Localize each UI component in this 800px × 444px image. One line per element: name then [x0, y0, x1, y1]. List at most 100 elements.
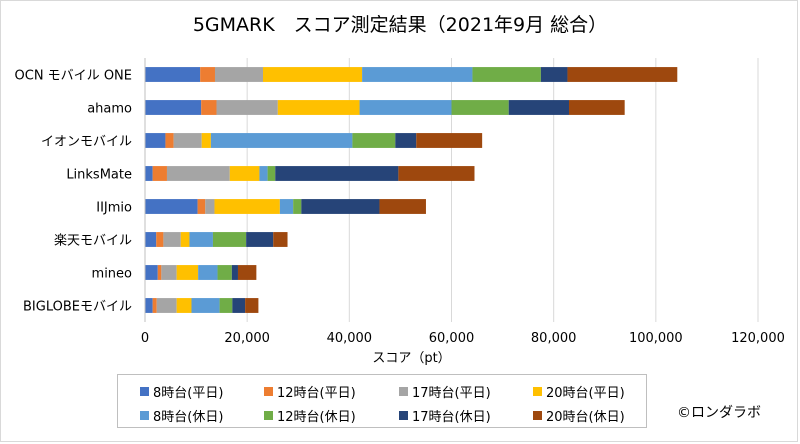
bar-segment [214, 199, 280, 214]
bar-segment [152, 166, 167, 181]
bar-segment [229, 166, 260, 181]
bar-segment [197, 199, 206, 214]
x-tick-label: 120,000 [731, 331, 785, 346]
bar-segment [279, 199, 294, 214]
legend-label: 17時台(平日) [412, 386, 491, 401]
bar-segment [273, 232, 288, 247]
legend-swatch [264, 411, 273, 420]
bar-segment [567, 67, 678, 82]
bar-segment [189, 232, 213, 247]
legend-swatch [399, 411, 408, 420]
bar-segment [145, 166, 153, 181]
bar-segment [157, 265, 162, 280]
bar-segment [145, 298, 153, 313]
x-tick-label: 20,000 [224, 331, 270, 346]
bar-segment [540, 67, 568, 82]
bar-segment [275, 166, 399, 181]
bar-segment [379, 199, 426, 214]
category-label: LinksMate [66, 168, 132, 183]
bar-segment [214, 67, 264, 82]
category-label: イオンモバイル [41, 135, 132, 150]
x-tick-label: 60,000 [429, 331, 475, 346]
bar-segment [217, 265, 232, 280]
legend-swatch [533, 411, 542, 420]
bar-segment [165, 133, 174, 148]
x-axis-title: スコア（pt） [372, 351, 450, 366]
bar-segment [145, 265, 158, 280]
bar-segment [508, 100, 569, 115]
legend-label: 8時台(平日) [153, 386, 224, 401]
legend-swatch [140, 411, 149, 420]
bar-segment [145, 100, 202, 115]
bar-segment [246, 232, 274, 247]
legend-item: 12時台(休日) [264, 406, 356, 425]
bar-segment [395, 133, 417, 148]
legend-item: 12時台(平日) [264, 382, 356, 401]
legend-label: 17時台(休日) [412, 410, 491, 425]
bar-segment [161, 265, 177, 280]
bar-segment [156, 232, 164, 247]
bar-segment [205, 199, 215, 214]
legend-item: 8時台(平日) [140, 382, 223, 401]
chart-legend: 8時台(平日) 12時台(平日) 17時台(平日) 20時台(平日) 8時台(休日) 12… [117, 374, 647, 428]
bar-segment [145, 232, 157, 247]
legend-label: 20時台(休日) [546, 410, 625, 425]
legend-label: 8時台(休日) [153, 410, 224, 425]
category-label: 楽天モバイル [54, 233, 132, 249]
bar-segment [245, 298, 259, 313]
bar-segment [568, 100, 625, 115]
legend-item: 8時台(休日) [140, 406, 223, 425]
x-tick-label: 40,000 [327, 331, 373, 346]
legend-swatch [264, 387, 273, 396]
bar-segment [156, 298, 177, 313]
bar-segment [191, 298, 220, 313]
bar-segment [259, 166, 268, 181]
bar-segment [219, 298, 233, 313]
legend-label: 12時台(平日) [277, 386, 356, 401]
legend-item: 20時台(平日) [533, 382, 625, 401]
bar-segment [212, 232, 247, 247]
bar-segment [232, 298, 246, 313]
bar-segment [263, 67, 363, 82]
category-label: ahamo [87, 102, 132, 117]
chart-title: 5GMARK スコア測定結果（2021年9月 総合） [192, 14, 608, 36]
legend-item: 17時台(休日) [399, 406, 491, 425]
bar-segment [267, 166, 276, 181]
bar-segment [472, 67, 541, 82]
bar-segment [416, 133, 483, 148]
bar-segment [237, 265, 257, 280]
category-label: mineo [92, 267, 133, 282]
legend-swatch [399, 387, 408, 396]
bar-segment [210, 133, 353, 148]
bar-segment [176, 298, 192, 313]
x-tick-label: 100,000 [629, 331, 683, 346]
bar-segment [145, 67, 201, 82]
bar-segment [216, 100, 278, 115]
bar-segment [145, 199, 198, 214]
bar-segment [451, 100, 509, 115]
bar-segment [231, 265, 238, 280]
bar-segment [163, 232, 181, 247]
bar-segment [277, 100, 360, 115]
category-label: OCN モバイル ONE [15, 69, 132, 84]
legend-item: 17時台(平日) [399, 382, 491, 401]
category-label: BIGLOBEモバイル [23, 300, 132, 315]
bar-segment [201, 133, 211, 148]
legend-label: 12時台(休日) [277, 410, 356, 425]
bar-segment [145, 133, 166, 148]
bar-segment [166, 166, 230, 181]
legend-label: 20時台(平日) [546, 386, 625, 401]
bar-segment [352, 133, 396, 148]
bar-segment [293, 199, 302, 214]
x-tick-label: 80,000 [531, 331, 577, 346]
bar-segment [398, 166, 475, 181]
bar-segment [173, 133, 202, 148]
x-tick-label: 0 [141, 331, 149, 346]
credit-text: ©ロンダラボ [677, 405, 761, 421]
bar-segment [362, 67, 473, 82]
bar-segment [359, 100, 452, 115]
bar-segment [200, 67, 215, 82]
bar-segment [180, 232, 190, 247]
